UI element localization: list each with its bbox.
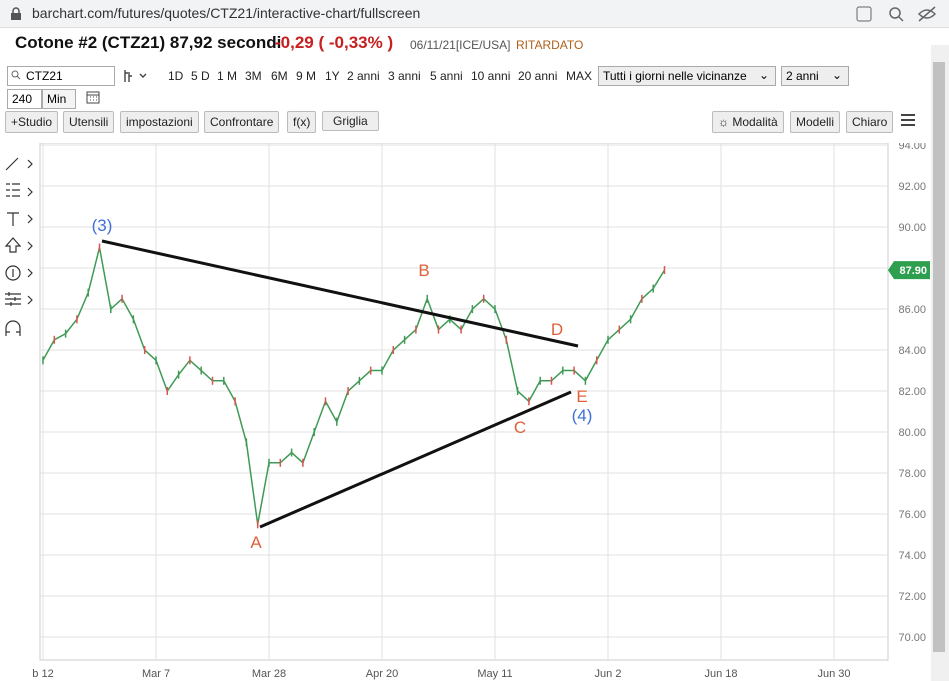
interval-input[interactable]: 240 <box>7 89 42 109</box>
period-button[interactable]: 1D <box>168 69 184 83</box>
browser-icons <box>856 6 937 22</box>
period-button[interactable]: 6M <box>271 69 288 83</box>
y-tick-label: 92.00 <box>898 181 926 193</box>
toolbar-button[interactable]: Modelli <box>790 111 841 133</box>
period-button[interactable]: 1 M <box>217 69 238 83</box>
dropdown-arrow: ⌄ <box>831 68 842 82</box>
y-tick-label: 80.00 <box>898 427 926 439</box>
url[interactable]: barchart.com/futures/quotes/CTZ21/intera… <box>32 5 421 21</box>
price-badge-label: 87.90 <box>899 265 927 277</box>
period-button[interactable]: 2 anni <box>347 69 380 83</box>
wave-label: (3) <box>92 216 113 235</box>
trendline <box>101 239 579 348</box>
y-tick-label: 94.00 <box>898 143 926 152</box>
toolbar-button[interactable]: +Studio <box>5 111 59 133</box>
wave-label: D <box>551 320 563 339</box>
search-icon <box>11 70 21 80</box>
y-tick-label: 86.00 <box>898 304 926 316</box>
x-tick-label: Mar 28 <box>252 668 286 680</box>
y-tick-label: 74.00 <box>898 550 926 562</box>
quote-title: Cotone #2 (CTZ21) 87,92 secondi <box>15 33 282 52</box>
period-button[interactable]: 3M <box>245 69 262 83</box>
session-text: Tutti i giorni nelle vicinanze <box>603 69 747 83</box>
price-badge <box>888 261 930 280</box>
toolbar-button[interactable]: Confrontare <box>204 111 280 133</box>
x-tick-label: Jun 30 <box>817 668 850 680</box>
period-button[interactable]: 10 anni <box>471 69 511 83</box>
period-button[interactable]: 5 anni <box>430 69 463 83</box>
interval-unit[interactable]: Min <box>42 89 76 109</box>
scrollbar-thumb[interactable] <box>933 62 945 652</box>
wave-label: E <box>576 387 587 406</box>
calendar-icon[interactable] <box>86 90 100 104</box>
toolbar-button[interactable]: f(x) <box>287 111 317 133</box>
dropdown-arrow: ⌄ <box>758 68 769 82</box>
lock-icon <box>11 7 21 20</box>
toolbar-button[interactable]: Griglia <box>322 111 379 131</box>
quote-change: -0,29 ( -0,33% ) <box>275 33 394 52</box>
x-tick-label: Jun 18 <box>704 668 737 680</box>
x-tick-label: May 11 <box>477 668 512 680</box>
period-button[interactable]: 20 anni <box>518 69 558 83</box>
period-button[interactable]: 1Y <box>325 69 340 83</box>
period-button[interactable]: 5 D <box>191 69 210 83</box>
chart-type-icon[interactable] <box>122 69 150 83</box>
y-tick-label: 76.00 <box>898 509 926 521</box>
period-button[interactable]: 9 M <box>296 69 317 83</box>
wave-label: B <box>418 261 429 280</box>
wave-label: A <box>250 533 262 552</box>
toolbar-button[interactable]: ☼ Modalità <box>712 111 784 133</box>
drawing-tools <box>4 157 33 336</box>
address-bar: barchart.com/futures/quotes/CTZ21/intera… <box>0 0 949 28</box>
toolbar-button[interactable]: Utensili <box>63 111 115 133</box>
quote-status: RITARDATO <box>516 38 584 52</box>
trendline <box>259 390 572 529</box>
y-tick-label: 72.00 <box>898 591 926 603</box>
range-text: 2 anni <box>786 69 819 83</box>
period-button[interactable]: 3 anni <box>388 69 421 83</box>
y-tick-label: 90.00 <box>898 222 926 234</box>
y-tick-label: 78.00 <box>898 468 926 480</box>
toolbar-button[interactable]: impostazioni <box>120 111 199 133</box>
x-tick-label: b 12 <box>32 668 53 680</box>
wave-label: C <box>514 418 526 437</box>
menu-icon[interactable] <box>900 113 916 127</box>
plot-area <box>39 143 889 661</box>
wave-label: (4) <box>572 406 593 425</box>
session-select[interactable]: Tutti i giorni nelle vicinanze ⌄ <box>598 66 776 86</box>
y-tick-label: 70.00 <box>898 632 926 644</box>
x-tick-label: Mar 7 <box>142 668 170 680</box>
x-tick-label: Jun 2 <box>595 668 622 680</box>
period-button[interactable]: MAX <box>566 69 593 83</box>
chart: 70.00 72.00 74.00 76.00 78.00 80.00 82.00 84.00… <box>32 143 930 680</box>
range-select[interactable]: 2 anni ⌄ <box>781 66 849 86</box>
y-tick-label: 84.00 <box>898 345 926 357</box>
price-line <box>42 247 666 525</box>
toolbar-button[interactable]: Chiaro <box>846 111 894 133</box>
symbol-input[interactable]: CTZ21 <box>7 66 115 86</box>
quote-date: 06/11/21[ICE/USA] <box>410 38 511 52</box>
y-tick-label: 82.00 <box>898 386 926 398</box>
x-tick-label: Apr 20 <box>366 668 398 680</box>
